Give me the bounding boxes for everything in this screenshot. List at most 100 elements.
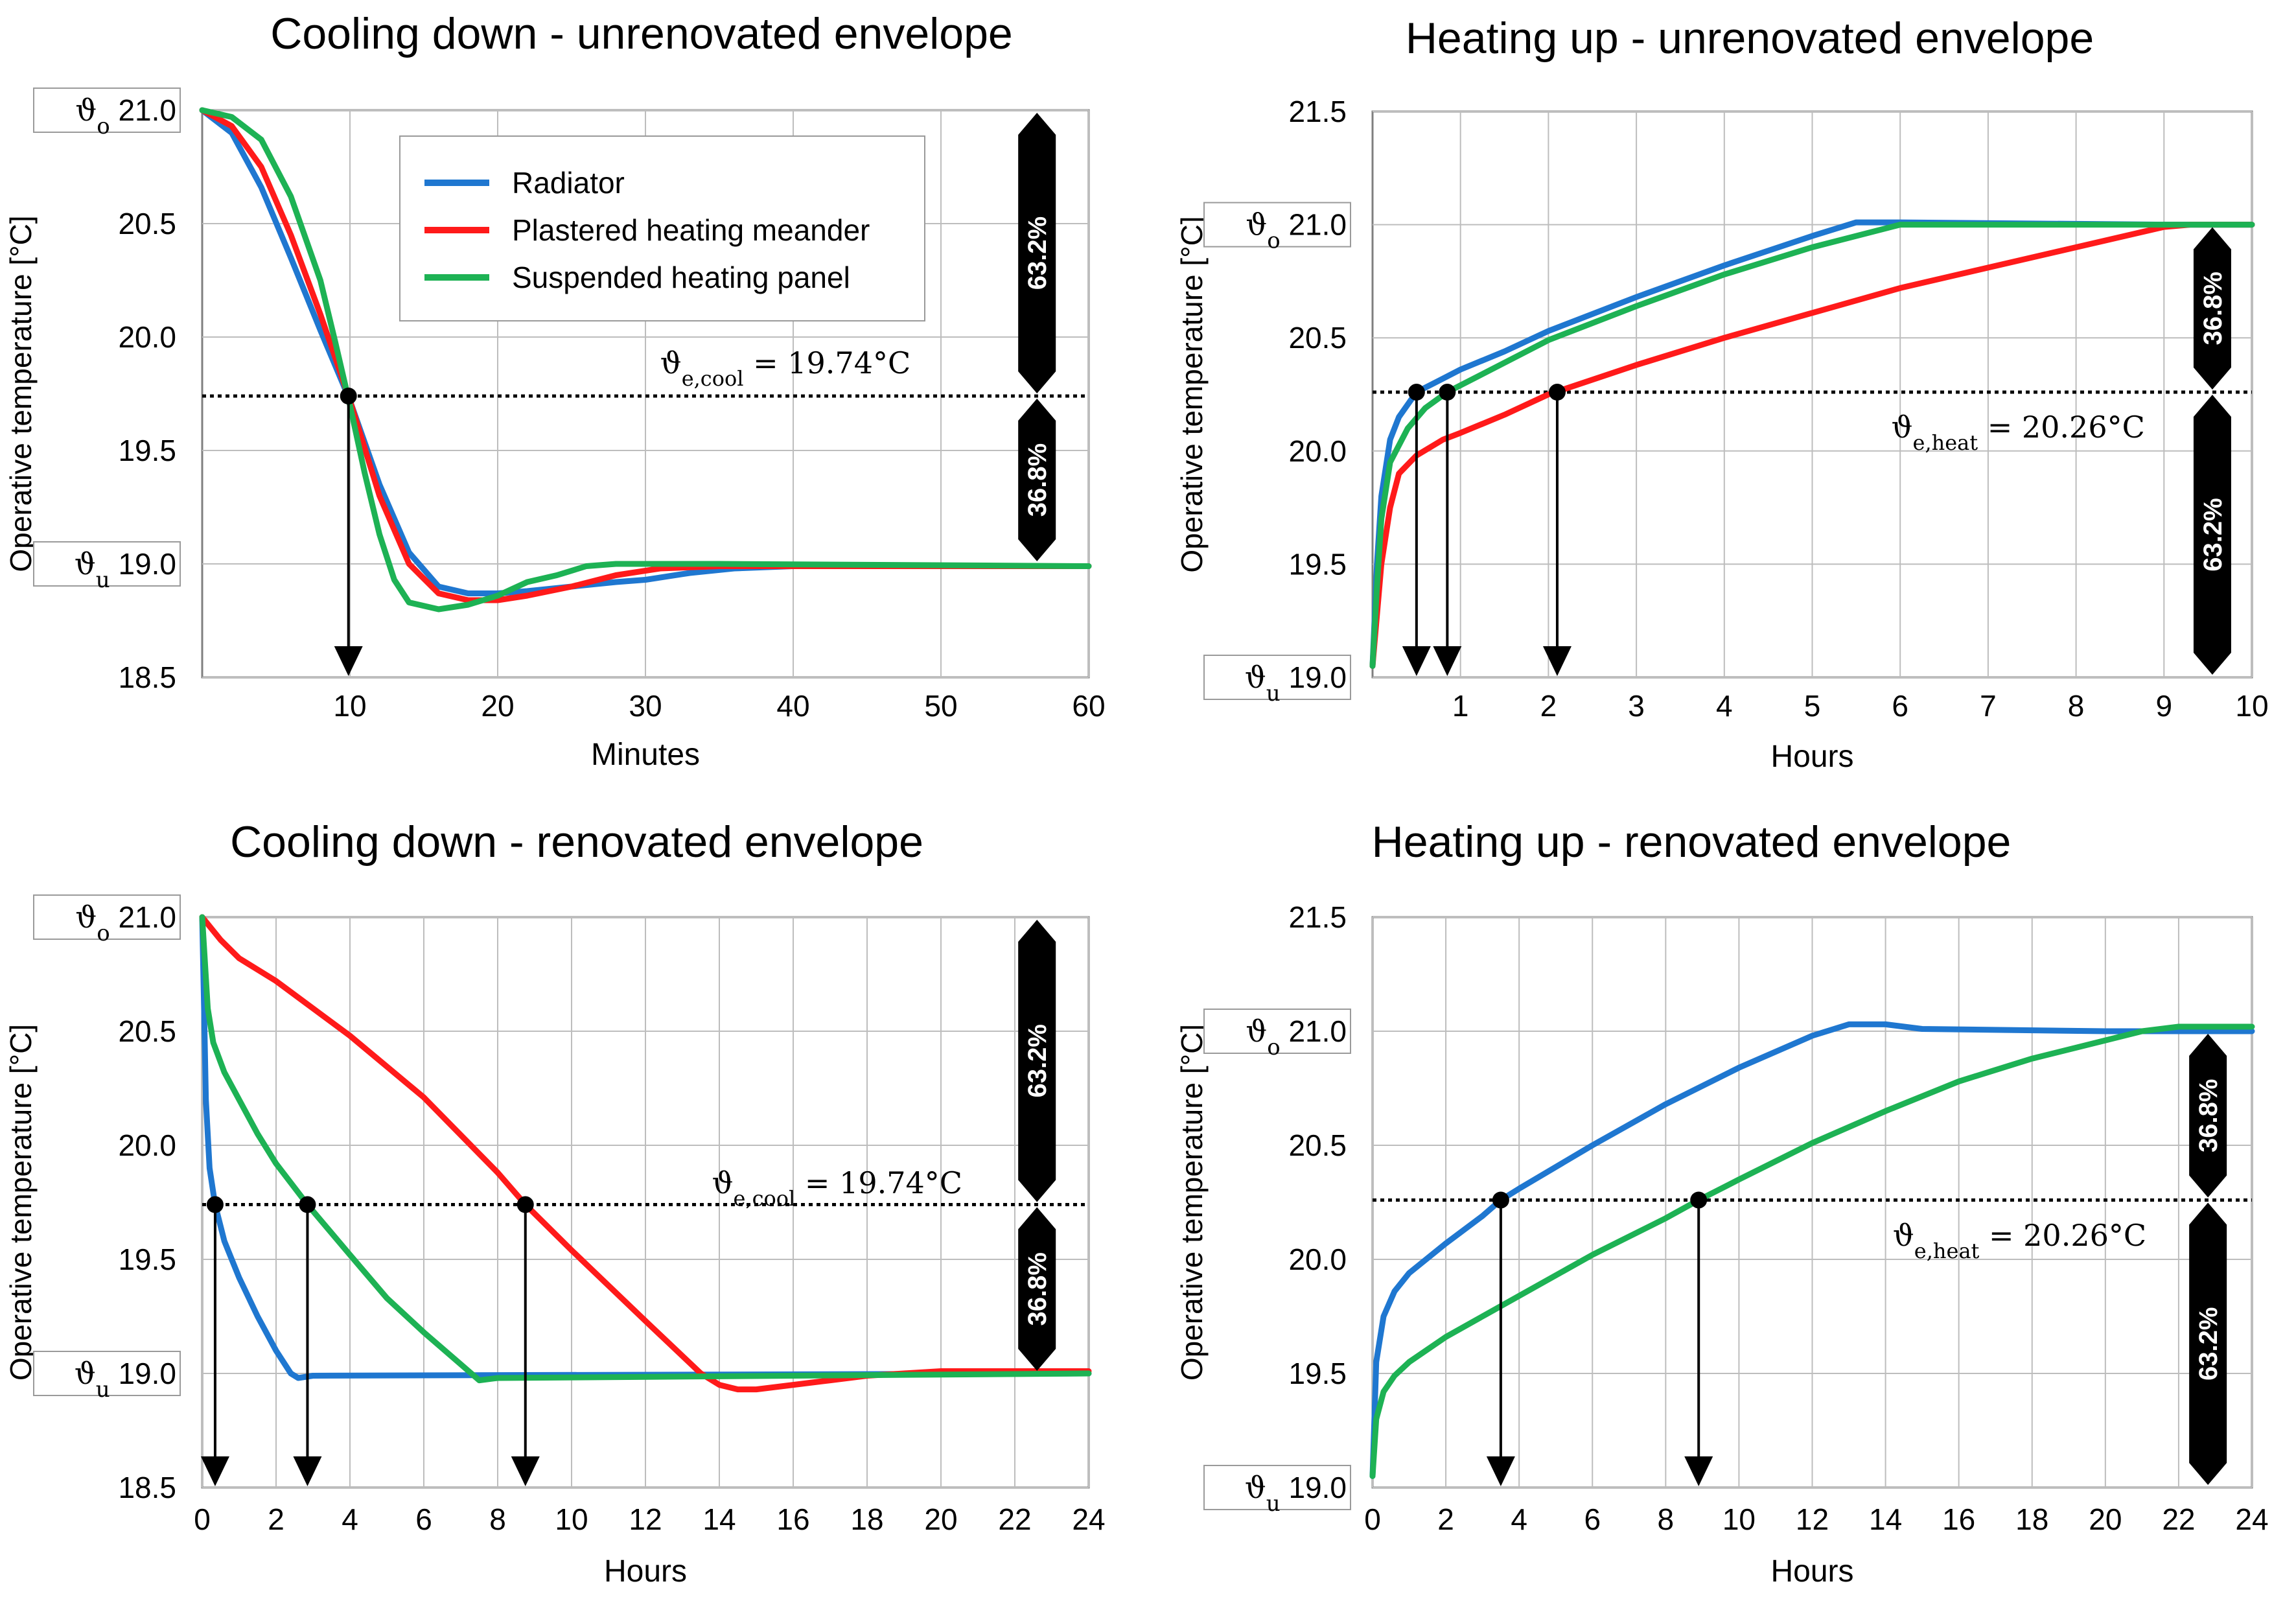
- percentage-badge: [2189, 1202, 2227, 1485]
- x-tick-label: 14: [1869, 1502, 1902, 1536]
- x-tick-label: 10: [333, 689, 366, 723]
- x-tick-label: 22: [2162, 1502, 2195, 1536]
- series-line-radiator: [1369, 1021, 2255, 1479]
- x-tick-label: 20: [924, 1502, 957, 1536]
- threshold-label: ϑe,cool = 19.74°C: [712, 1165, 962, 1211]
- y-tick-box: [1203, 1009, 1351, 1054]
- x-tick-label: 8: [1658, 1502, 1675, 1536]
- percentage-badge: [2189, 1034, 2227, 1198]
- time-constant-marker: [1439, 384, 1456, 401]
- x-tick-label: 12: [1796, 1502, 1829, 1536]
- x-tick-label: 18: [850, 1502, 883, 1536]
- y-tick-label: 20.0: [118, 1128, 176, 1162]
- x-tick-label: 16: [776, 1502, 809, 1536]
- y-tick-label: ϑo 21.0: [1246, 1014, 1347, 1060]
- y-tick-box: [1203, 655, 1351, 700]
- series-line-plastered-heating-meander: [1369, 222, 2255, 669]
- percentage-badge: [1018, 1207, 1056, 1371]
- time-constant-arrowhead: [1684, 1456, 1713, 1486]
- time-constant-arrowhead: [293, 1456, 322, 1486]
- percentage-badge-label: 36.8%: [1023, 443, 1052, 517]
- x-tick-label: 30: [629, 689, 662, 723]
- percentage-badge: [1018, 920, 1056, 1202]
- chart-panel-1: Cooling down - unrenovated envelope Minut…: [4, 9, 1106, 772]
- chart-title: Heating up - renovated envelope: [1372, 817, 2012, 867]
- legend: Radiator Plastered heating meander Suspend…: [399, 135, 925, 321]
- x-tick-label: 9: [2156, 689, 2173, 723]
- x-tick-label: 20: [2089, 1502, 2122, 1536]
- time-constant-arrowhead: [1433, 646, 1462, 676]
- series-line-radiator: [199, 107, 1092, 596]
- y-tick-label: 19.5: [1288, 1357, 1347, 1390]
- time-constant-marker: [1492, 1191, 1509, 1209]
- y-axis-label: Operative temperature [°C]: [4, 215, 38, 572]
- y-tick-label: 19.5: [118, 434, 176, 467]
- y-tick-label: ϑu 19.0: [75, 546, 176, 593]
- y-tick-label: ϑu 19.0: [1245, 660, 1347, 706]
- x-tick-label: 2: [1540, 689, 1557, 723]
- y-tick-label: 20.0: [1288, 434, 1347, 468]
- x-tick-label: 2: [268, 1502, 284, 1536]
- x-tick-label: 16: [1942, 1502, 1975, 1536]
- x-axis-label: Hours: [604, 1554, 687, 1589]
- y-tick-label: 20.5: [118, 207, 176, 240]
- x-tick-label: 4: [1511, 1502, 1527, 1536]
- x-tick-label: 5: [1804, 689, 1821, 723]
- y-tick-label: 20.5: [1288, 1128, 1347, 1162]
- time-constant-arrowhead: [1486, 1456, 1515, 1486]
- time-constant-marker: [299, 1196, 316, 1213]
- percentage-badge: [1018, 399, 1056, 561]
- x-tick-label: 10: [555, 1502, 588, 1536]
- legend-entry: Suspended heating panel: [512, 261, 850, 294]
- percentage-badge-label: 63.2%: [2194, 1307, 2223, 1381]
- percentage-badge-label: 36.8%: [2194, 1079, 2223, 1152]
- percentage-badge: [2193, 227, 2231, 390]
- y-tick-box: [1203, 202, 1351, 248]
- threshold-label: ϑe,heat = 20.26°C: [1892, 410, 2145, 455]
- y-axis-label: Operative temperature [°C]: [4, 1024, 38, 1381]
- series-line-plastered-heating-meander: [199, 107, 1092, 603]
- legend-entry: Radiator: [512, 166, 625, 200]
- y-tick-label: 21.5: [1288, 900, 1347, 934]
- y-tick-label: 20.0: [1288, 1243, 1347, 1276]
- percentage-badge-label: 63.2%: [2199, 498, 2227, 571]
- x-tick-label: 12: [629, 1502, 662, 1536]
- x-tick-label: 20: [481, 689, 514, 723]
- time-constant-arrowhead: [334, 646, 363, 676]
- x-tick-label: 0: [1364, 1502, 1381, 1536]
- x-tick-label: 24: [2235, 1502, 2268, 1536]
- chart-panel-2: Heating up - unrenovated envelope Hours Op…: [1175, 14, 2269, 774]
- x-tick-label: 22: [998, 1502, 1031, 1536]
- time-constant-marker: [1408, 384, 1425, 401]
- x-tick-label: 7: [1980, 689, 1997, 723]
- time-constant-arrowhead: [511, 1456, 540, 1486]
- percentage-badge-label: 36.8%: [1023, 1252, 1052, 1325]
- time-constant-arrowhead: [1402, 646, 1431, 676]
- series-line-radiator: [1369, 219, 2255, 669]
- y-tick-label: 20.5: [1288, 321, 1347, 355]
- series-line-suspended-heating-panel: [1369, 222, 2255, 669]
- x-tick-label: 4: [1716, 689, 1733, 723]
- y-tick-label: 19.5: [1288, 547, 1347, 581]
- x-tick-label: 14: [702, 1502, 736, 1536]
- x-tick-label: 1: [1452, 689, 1469, 723]
- threshold-label: ϑe,heat = 20.26°C: [1893, 1218, 2146, 1263]
- y-axis-label: Operative temperature [°C]: [1175, 216, 1209, 572]
- percentage-badge: [1018, 113, 1056, 393]
- x-tick-label: 10: [2235, 689, 2268, 723]
- y-tick-label: 20.5: [118, 1014, 176, 1048]
- x-tick-label: 10: [1722, 1502, 1756, 1536]
- x-axis-label: Hours: [1770, 740, 1853, 774]
- time-constant-marker: [340, 388, 357, 404]
- percentage-badge-label: 63.2%: [1023, 216, 1052, 290]
- x-tick-label: 24: [1072, 1502, 1105, 1536]
- x-tick-label: 8: [2068, 689, 2085, 723]
- x-tick-label: 6: [415, 1502, 432, 1536]
- y-tick-label: ϑo 21.0: [75, 900, 176, 946]
- time-constant-arrowhead: [1542, 646, 1571, 676]
- y-tick-box: [33, 894, 181, 940]
- chart-panel-3: Cooling down - renovated envelope Hours Op…: [4, 817, 1106, 1589]
- x-tick-label: 50: [924, 689, 957, 723]
- y-tick-label: ϑo 21.0: [1246, 207, 1347, 254]
